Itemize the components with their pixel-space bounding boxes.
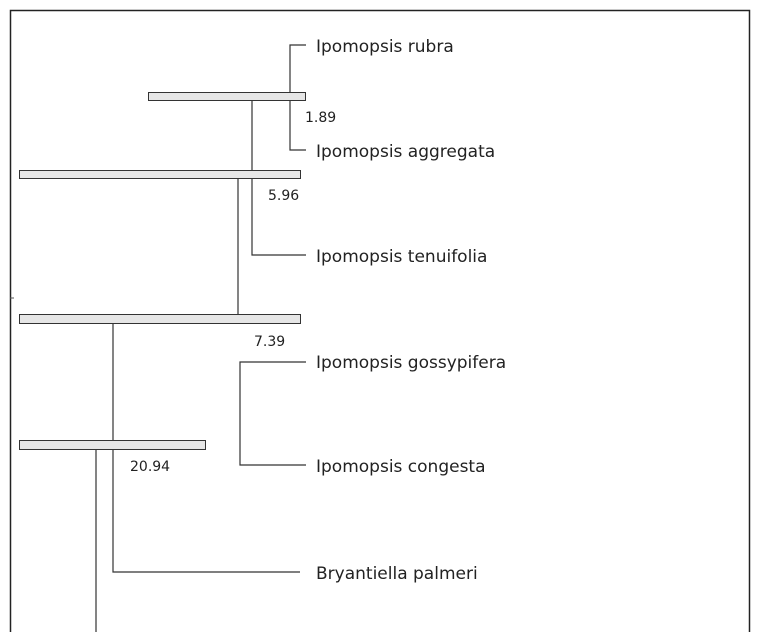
branch (95, 444, 113, 632)
taxon-label: Bryantiella palmeri (316, 564, 478, 584)
node-bar (19, 170, 301, 179)
node-bar (19, 440, 206, 450)
node-age: 1.89 (305, 110, 336, 126)
branch (239, 361, 306, 466)
node-bar (19, 314, 301, 324)
frame (9, 9, 751, 632)
node-age: 20.94 (130, 459, 170, 475)
taxon-label: Ipomopsis tenuifolia (316, 247, 487, 267)
taxon-label: Ipomopsis rubra (316, 37, 454, 57)
taxon-label: Ipomopsis gossypifera (316, 353, 506, 373)
branch (237, 175, 252, 319)
node-age: 7.39 (254, 334, 285, 350)
taxon-label: Ipomopsis congesta (316, 457, 486, 477)
taxon-label: Ipomopsis aggregata (316, 142, 495, 162)
node-bar (148, 92, 306, 101)
node-age: 5.96 (268, 188, 299, 204)
